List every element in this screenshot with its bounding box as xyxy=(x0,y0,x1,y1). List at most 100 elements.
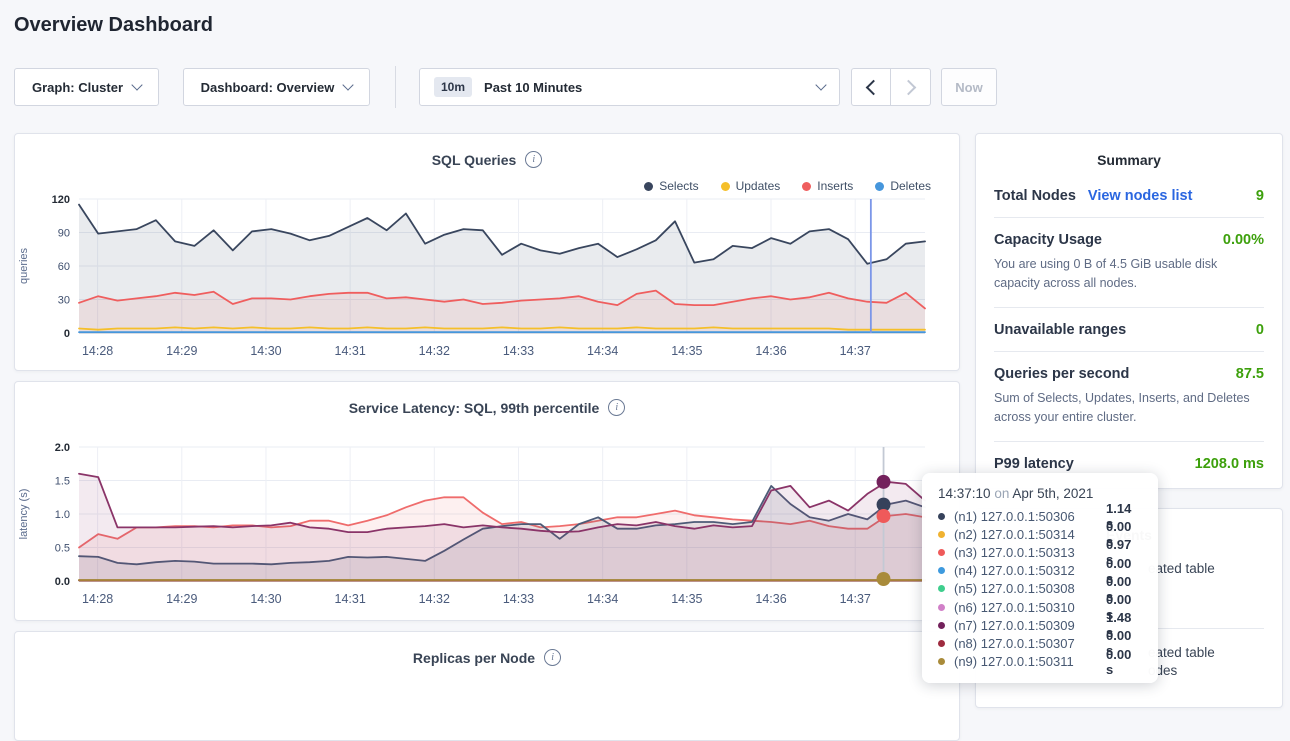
svg-text:14:35: 14:35 xyxy=(671,344,702,358)
time-nav-group xyxy=(851,68,931,106)
svg-text:14:32: 14:32 xyxy=(419,344,450,358)
controls-divider xyxy=(395,66,396,108)
svg-text:latency (s): latency (s) xyxy=(18,489,30,540)
svg-text:14:29: 14:29 xyxy=(166,592,197,606)
svg-text:14:35: 14:35 xyxy=(671,592,702,606)
tooltip-row: (n2) 127.0.0.1:50314 0.00 s xyxy=(938,519,1142,549)
event-item-text[interactable]: eated table xyxy=(1148,645,1215,660)
tooltip-row: (n4) 127.0.0.1:50312 0.00 s xyxy=(938,556,1142,586)
svg-text:0: 0 xyxy=(64,328,70,340)
svg-text:14:34: 14:34 xyxy=(587,344,618,358)
sql-queries-title: SQL Queries xyxy=(431,151,517,168)
svg-text:14:33: 14:33 xyxy=(503,592,534,606)
svg-text:14:30: 14:30 xyxy=(250,592,281,606)
node-color-dot xyxy=(938,585,945,593)
service-latency-card: Service Latency: SQL, 99th percentile i … xyxy=(14,381,960,621)
svg-text:14:28: 14:28 xyxy=(82,344,113,358)
legend-label: Deletes xyxy=(890,179,931,193)
tooltip-timestamp: 14:37:10 on Apr 5th, 2021 xyxy=(938,486,1094,501)
info-icon[interactable]: i xyxy=(525,151,543,168)
svg-text:14:33: 14:33 xyxy=(503,344,534,358)
node-address: (n3) 127.0.0.1:50313 xyxy=(954,544,1075,560)
legend-label: Inserts xyxy=(817,179,854,193)
node-latency-value: 1.48 s xyxy=(1106,610,1132,641)
replicas-per-node-title: Replicas per Node xyxy=(412,649,536,666)
info-icon[interactable]: i xyxy=(608,399,626,416)
legend-item-deletes[interactable]: Deletes xyxy=(875,179,931,193)
svg-text:1.0: 1.0 xyxy=(55,509,70,521)
svg-text:14:34: 14:34 xyxy=(587,592,618,606)
service-latency-title: Service Latency: SQL, 99th percentile xyxy=(348,399,600,416)
node-address: (n6) 127.0.0.1:50310 xyxy=(954,599,1075,615)
sql-queries-chart[interactable]: 0 30 60 90 120 14:28 14:29 14:30 14:31 14:32 14:33… xyxy=(15,193,935,370)
now-button[interactable]: Now xyxy=(941,68,997,106)
svg-text:14:36: 14:36 xyxy=(755,592,786,606)
graph-dropdown[interactable]: Graph: Cluster xyxy=(14,68,159,106)
node-latency-value: 0.00 s xyxy=(1106,646,1132,677)
svg-text:14:37: 14:37 xyxy=(840,592,871,606)
info-icon[interactable]: i xyxy=(544,649,562,666)
node-address: (n7) 127.0.0.1:50309 xyxy=(954,617,1075,633)
tooltip-row: (n6) 127.0.0.1:50310 0.00 s xyxy=(938,592,1142,622)
svg-text:120: 120 xyxy=(52,194,70,206)
summary-label: Unavailable ranges xyxy=(994,321,1127,338)
chevron-down-icon xyxy=(131,79,143,91)
legend-label: Selects xyxy=(659,179,699,193)
tooltip-row: (n8) 127.0.0.1:50307 0.00 s xyxy=(938,628,1142,658)
node-color-dot xyxy=(938,639,945,647)
node-address: (n9) 127.0.0.1:50311 xyxy=(954,654,1074,670)
svg-text:0.0: 0.0 xyxy=(55,576,70,588)
time-prev-button[interactable] xyxy=(851,68,891,106)
chevron-down-icon xyxy=(815,79,827,91)
svg-text:1.5: 1.5 xyxy=(55,476,70,488)
svg-text:14:31: 14:31 xyxy=(335,344,366,358)
tooltip-row: (n3) 127.0.0.1:50313 0.97 s xyxy=(938,537,1142,567)
svg-text:60: 60 xyxy=(58,261,70,273)
node-latency-value: 0.97 s xyxy=(1106,537,1132,568)
summary-description: Sum of Selects, Updates, Inserts, and De… xyxy=(994,390,1250,425)
node-address: (n8) 127.0.0.1:50307 xyxy=(954,635,1075,651)
chart-hover-tooltip: 14:37:10 on Apr 5th, 2021 (n1) 127.0.0.1… xyxy=(922,473,1158,683)
time-window-badge: 10m xyxy=(434,77,473,97)
legend-dot xyxy=(644,181,654,191)
page-title: Overview Dashboard xyxy=(14,14,213,36)
service-latency-chart[interactable]: 0.0 0.5 1.0 1.5 2.0 14:28 14:29 14:30 14:31 14:32… xyxy=(15,441,935,618)
tooltip-rows: (n1) 127.0.0.1:50306 1.14 s (n2) 127.0.0.1… xyxy=(938,501,1142,677)
svg-text:14:37: 14:37 xyxy=(840,344,871,358)
svg-text:14:32: 14:32 xyxy=(419,592,450,606)
svg-text:queries: queries xyxy=(18,247,30,284)
summary-value: 1208.0 ms xyxy=(1194,455,1264,472)
sql-queries-card: SQL Queries i Selects Updates Inserts Delet… xyxy=(14,133,960,371)
node-color-dot xyxy=(938,567,945,575)
dashboard-dropdown[interactable]: Dashboard: Overview xyxy=(183,68,370,106)
node-address: (n5) 127.0.0.1:50308 xyxy=(954,581,1075,597)
legend-item-selects[interactable]: Selects xyxy=(644,179,699,193)
svg-text:14:28: 14:28 xyxy=(82,592,113,606)
legend-item-updates[interactable]: Updates xyxy=(720,179,780,193)
node-color-dot xyxy=(938,530,945,538)
chevron-down-icon xyxy=(342,79,354,91)
tooltip-row: (n5) 127.0.0.1:50308 0.00 s xyxy=(938,574,1142,604)
svg-text:14:29: 14:29 xyxy=(166,344,197,358)
summary-link[interactable]: View nodes list xyxy=(1087,188,1193,204)
time-range-dropdown[interactable]: 10m Past 10 Minutes xyxy=(419,68,840,106)
chevron-right-icon xyxy=(900,79,917,95)
time-next-button[interactable] xyxy=(891,68,931,106)
event-item-text[interactable]: eated table xyxy=(1148,561,1215,576)
node-latency-value: 0.00 s xyxy=(1106,592,1132,623)
svg-text:2.0: 2.0 xyxy=(55,442,70,454)
summary-row: Unavailable ranges 0 xyxy=(994,308,1264,352)
node-latency-value: 0.00 s xyxy=(1106,519,1132,550)
graph-dropdown-label: Graph: Cluster xyxy=(31,79,123,95)
tooltip-row: (n9) 127.0.0.1:50311 0.00 s xyxy=(938,647,1142,677)
summary-value: 9 xyxy=(1255,188,1264,204)
summary-row: Capacity Usage 0.00% You are using 0 B of … xyxy=(994,218,1264,308)
node-address: (n2) 127.0.0.1:50314 xyxy=(954,526,1075,542)
summary-label: Capacity Usage xyxy=(994,232,1102,248)
replicas-per-node-card: Replicas per Node i xyxy=(14,631,960,741)
summary-row: Total Nodes View nodes list 9 xyxy=(994,174,1264,218)
summary-label: P99 latency xyxy=(994,455,1074,472)
legend-item-inserts[interactable]: Inserts xyxy=(802,179,853,193)
summary-row: P99 latency 1208.0 ms xyxy=(994,442,1264,485)
node-color-dot xyxy=(938,621,945,629)
